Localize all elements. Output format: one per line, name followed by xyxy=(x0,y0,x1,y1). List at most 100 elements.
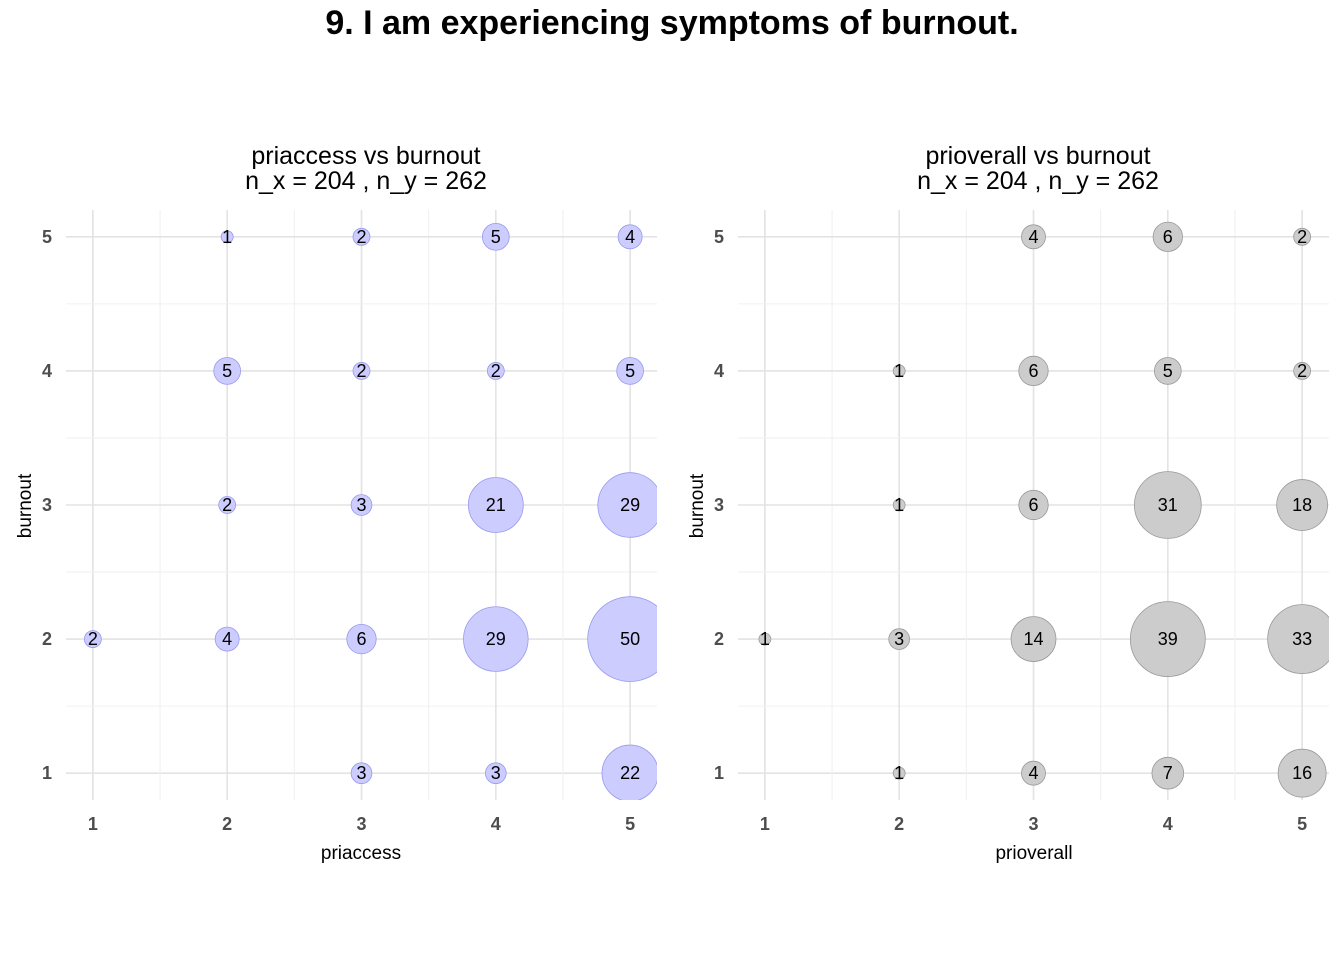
bubble xyxy=(616,357,644,385)
bubble xyxy=(1293,362,1312,380)
bubble xyxy=(482,223,510,251)
x-tick-label: 1 xyxy=(760,814,770,834)
bubble xyxy=(350,494,373,516)
panel-2-title-block: prioverall vs burnout n_x = 204 , n_y = … xyxy=(738,144,1338,194)
bubble-label: 4 xyxy=(222,629,232,649)
bubble-label: 6 xyxy=(1028,361,1038,381)
bubble-label: 18 xyxy=(1292,495,1312,515)
panel-1-subtitle: n_x = 204 , n_y = 262 xyxy=(245,167,487,195)
x-tick-label: 3 xyxy=(1028,814,1038,834)
bubble xyxy=(892,364,906,378)
bubble xyxy=(220,230,234,244)
bubble-label: 1 xyxy=(222,227,232,247)
bubble-labels: 4 6 21 6 5 21 6 31 181 3 14 39 331 4 7 16 xyxy=(760,227,1312,783)
bubble xyxy=(1134,471,1202,539)
bubble xyxy=(1021,224,1046,250)
bubble-label: 29 xyxy=(620,495,640,515)
bubble-label: 3 xyxy=(356,495,366,515)
bubble xyxy=(1154,357,1182,385)
bubble-label: 4 xyxy=(625,227,635,247)
bubble-label: 5 xyxy=(491,227,501,247)
bubble-label: 1 xyxy=(760,629,770,649)
y-axis-label: burnout xyxy=(15,473,36,538)
x-tick-label: 1 xyxy=(88,814,98,834)
y-tick-label: 3 xyxy=(714,495,724,515)
chart-panel-2: 4 6 21 6 5 21 6 31 181 3 14 39 331 4 7 161 2 3 4 512345prio… xyxy=(687,210,1329,864)
x-tick-label: 2 xyxy=(222,814,232,834)
bubbles xyxy=(83,223,657,800)
chart-panel-1: 1 2 5 45 2 2 52 3 21 292 4 6 29 503 3 221 2 3 4 512345priac… xyxy=(15,210,657,864)
x-tick-label: 5 xyxy=(1297,814,1307,834)
bubble xyxy=(1151,756,1185,790)
y-tick-label: 3 xyxy=(42,495,52,515)
bubble-label: 6 xyxy=(1163,227,1173,247)
bubble-label: 3 xyxy=(894,629,904,649)
panel-1-title-block: priaccess vs burnout n_x = 204 , n_y = 2… xyxy=(66,144,666,194)
bubble xyxy=(1276,479,1328,531)
y-tick-label: 4 xyxy=(714,361,724,381)
bubble-label: 2 xyxy=(491,361,501,381)
bubble-label: 1 xyxy=(894,361,904,381)
bubble-label: 3 xyxy=(356,763,366,783)
panel-2-subtitle: n_x = 204 , n_y = 262 xyxy=(917,167,1159,195)
y-tick-label: 2 xyxy=(714,629,724,649)
y-tick-label: 4 xyxy=(42,361,52,381)
bubble-label: 1 xyxy=(894,495,904,515)
bubble xyxy=(83,630,102,648)
bubble xyxy=(1129,601,1206,677)
x-tick-label: 4 xyxy=(491,814,501,834)
bubble-labels: 1 2 5 45 2 2 52 3 21 292 4 6 29 503 3 22 xyxy=(88,227,640,783)
bubble xyxy=(587,596,657,682)
bubble-label: 4 xyxy=(1028,763,1038,783)
bubble xyxy=(1018,355,1049,387)
bubble-label: 6 xyxy=(1028,495,1038,515)
bubble-label: 2 xyxy=(356,361,366,381)
x-tick-label: 2 xyxy=(894,814,904,834)
bubble xyxy=(214,626,240,652)
bubble xyxy=(218,496,237,514)
bubble xyxy=(1277,748,1327,798)
bubble xyxy=(597,472,657,538)
bubble xyxy=(486,362,505,380)
bubble-label: 50 xyxy=(620,629,640,649)
y-tick-label: 5 xyxy=(714,227,724,247)
bubble-label: 2 xyxy=(88,629,98,649)
bubbles xyxy=(758,221,1329,798)
bubble xyxy=(758,632,772,646)
bubble xyxy=(617,224,643,250)
y-tick-label: 5 xyxy=(42,227,52,247)
bubble xyxy=(601,744,657,800)
bubble xyxy=(1152,221,1183,252)
y-axis-label: burnout xyxy=(687,473,708,538)
y-tick-label: 1 xyxy=(42,763,52,783)
bubble xyxy=(467,477,524,533)
x-tick-label: 4 xyxy=(1163,814,1173,834)
bubble xyxy=(1021,760,1046,786)
bubble-label: 2 xyxy=(1297,361,1307,381)
bubble xyxy=(1018,489,1049,521)
y-tick-label: 2 xyxy=(42,629,52,649)
main-title: 9. I am experiencing symptoms of burnout… xyxy=(325,4,1019,42)
bubble-label: 3 xyxy=(491,763,501,783)
bubble xyxy=(213,357,241,385)
bubble-label: 29 xyxy=(486,629,506,649)
bubble-label: 7 xyxy=(1163,763,1173,783)
bubble-label: 22 xyxy=(620,763,640,783)
bubble xyxy=(1293,227,1312,246)
bubble xyxy=(485,762,507,784)
bubble-label: 39 xyxy=(1158,629,1178,649)
bubble-label: 14 xyxy=(1023,629,1043,649)
bubble-label: 1 xyxy=(894,763,904,783)
bubble xyxy=(888,628,910,650)
bubble xyxy=(463,606,529,672)
x-tick-label: 3 xyxy=(356,814,366,834)
x-axis-label: priaccess xyxy=(321,843,401,864)
bubble xyxy=(1267,604,1329,674)
bubble-label: 33 xyxy=(1292,629,1312,649)
bubble-label: 6 xyxy=(356,629,366,649)
bubble xyxy=(352,362,371,380)
bubble xyxy=(346,623,377,655)
bubble-label: 4 xyxy=(1028,227,1038,247)
bubble xyxy=(892,498,906,512)
